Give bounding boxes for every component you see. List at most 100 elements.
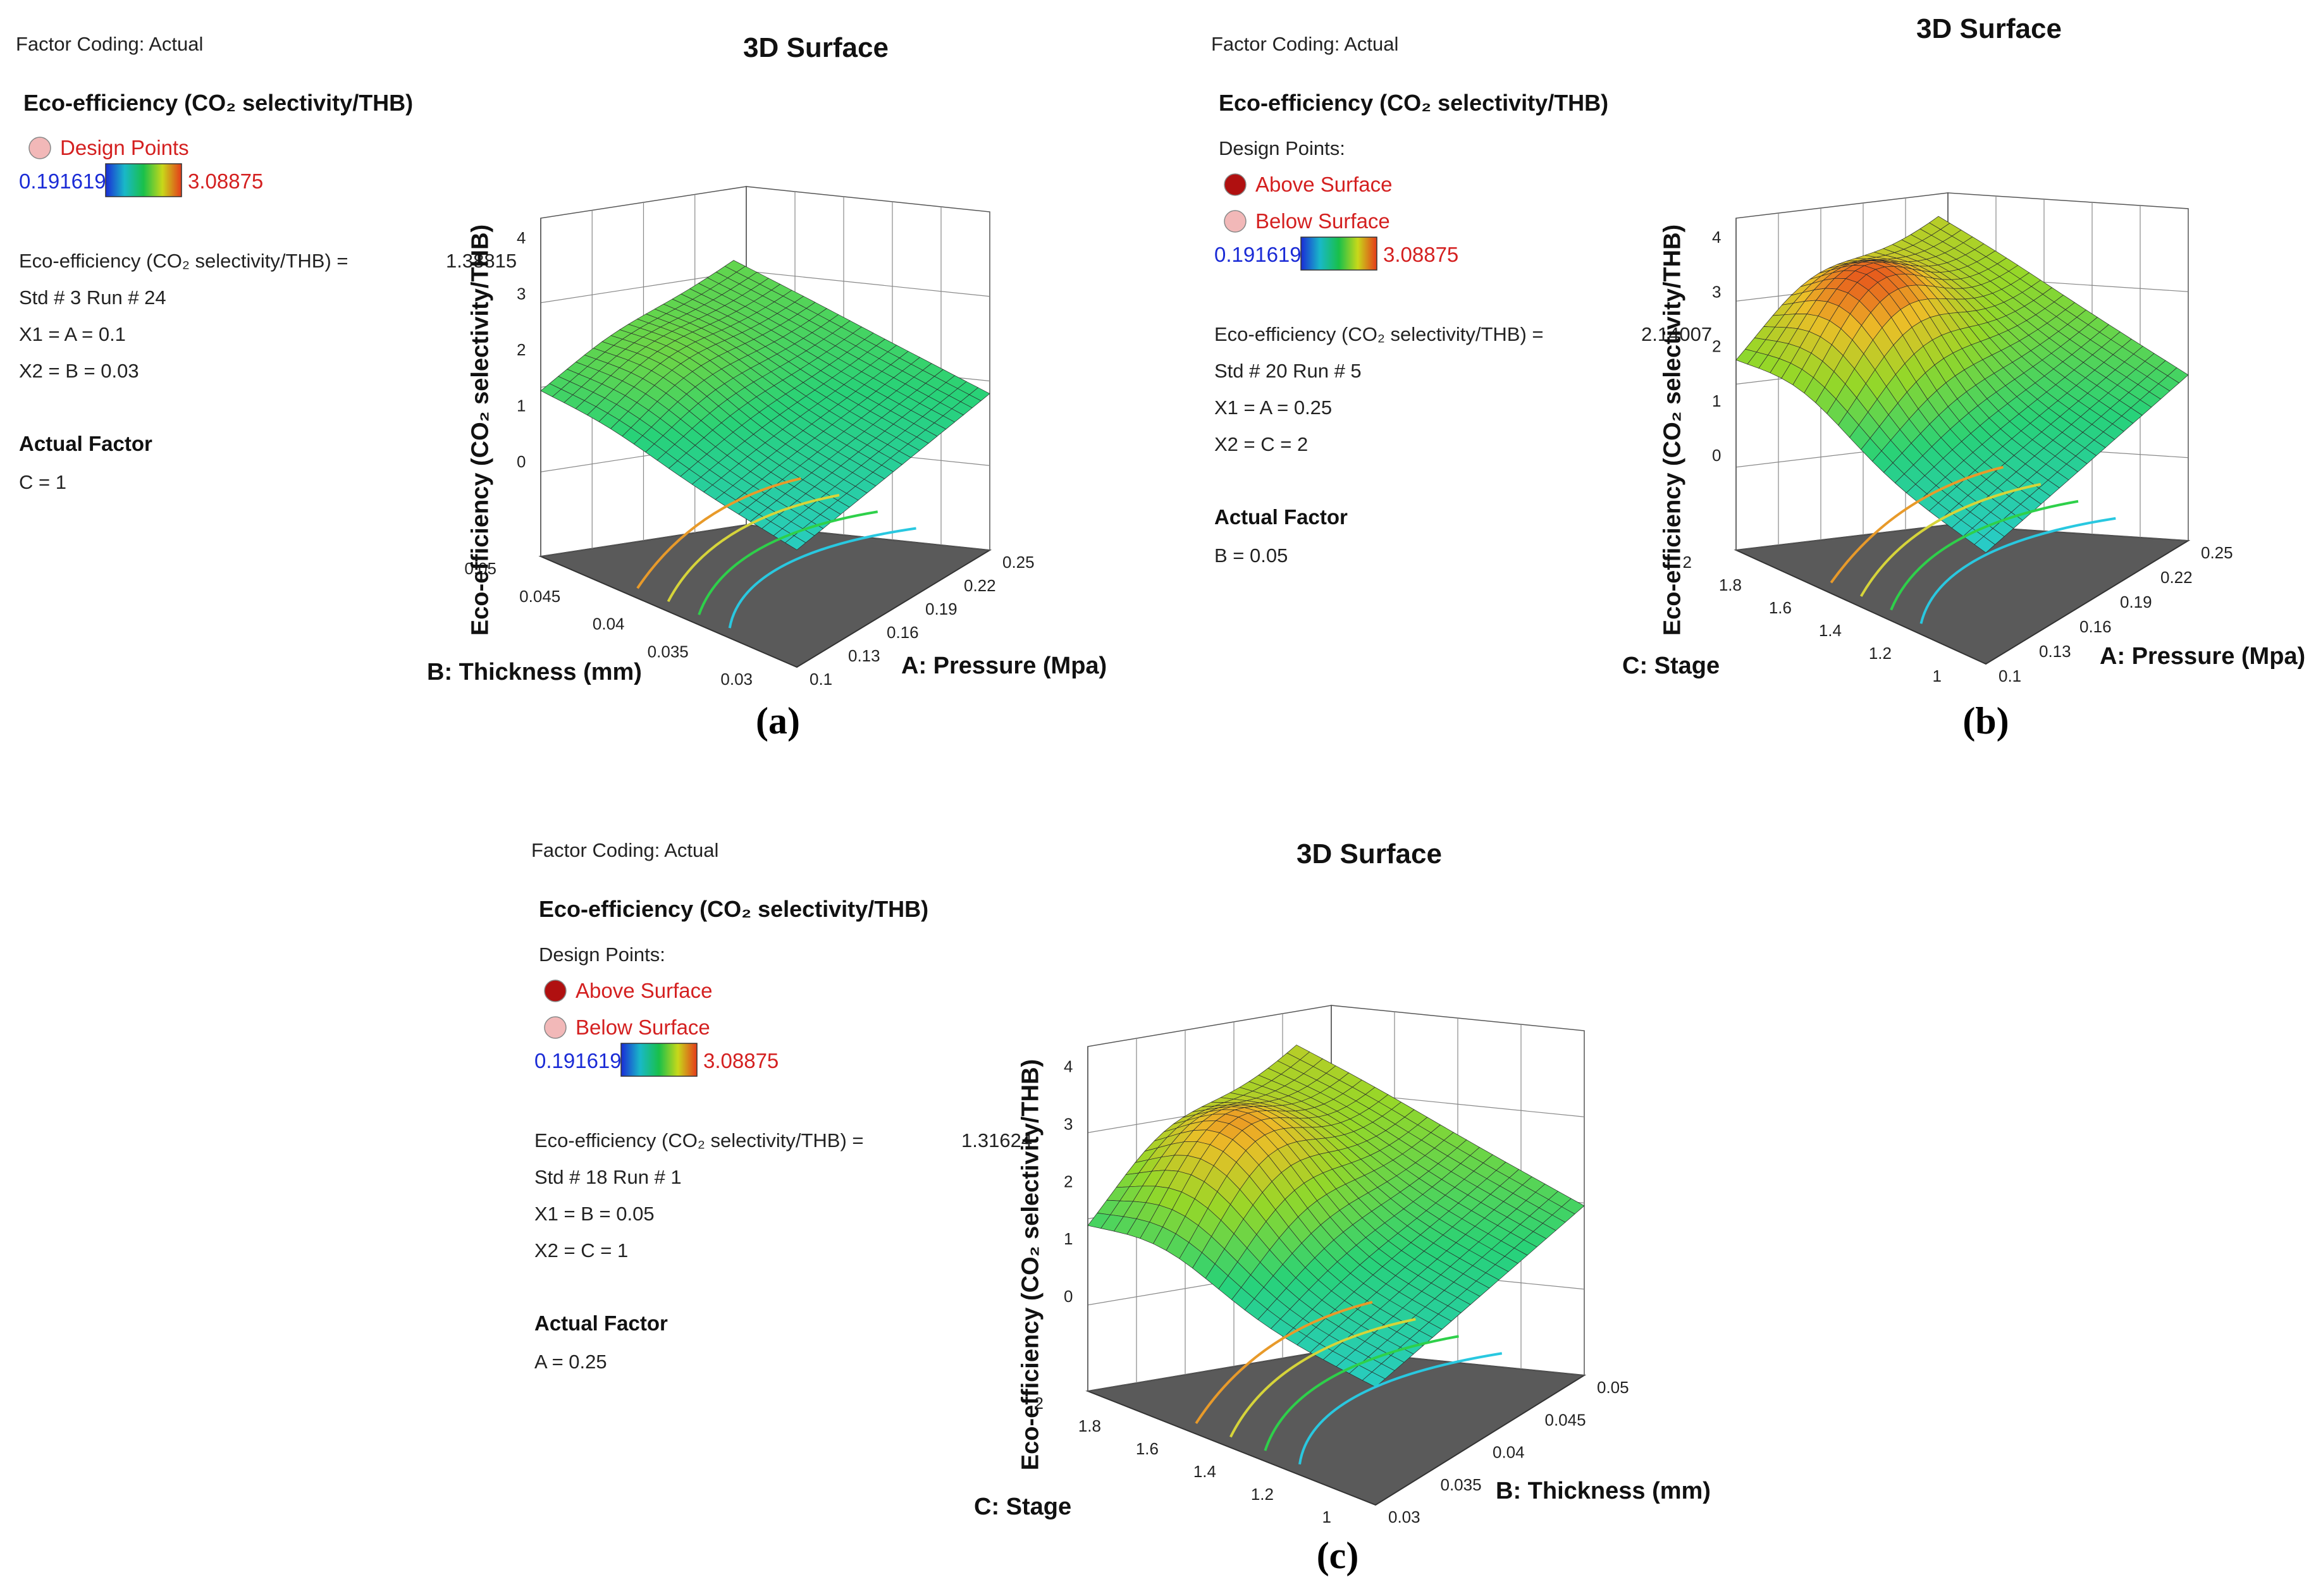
panels-root: Factor Coding: Actual Eco-efficiency (CO₂… (16, 13, 2305, 1576)
contour-line (636, 477, 801, 589)
gradient-min-label: 0.191619 (1214, 243, 1302, 266)
z-tick-label: 0 (1064, 1287, 1073, 1306)
x-tick-label: 0.22 (964, 576, 996, 595)
x-tick-label: 0.045 (1545, 1410, 1586, 1429)
z-axis-title: Eco-efficiency (CO₂ selectivity/THB) (467, 224, 493, 635)
color-gradient-bar (1300, 236, 1377, 271)
above-surface-marker (1224, 173, 1247, 196)
z-tick-label: 1 (1712, 391, 1721, 410)
std-run: Std # 18 Run # 1 (534, 1166, 682, 1188)
y-tick-label: 1.6 (1769, 598, 1792, 617)
actual-factor-value: B = 0.05 (1214, 544, 1288, 567)
legend-item-1: Below Surface (1255, 209, 1390, 233)
actual-factor-value: C = 1 (19, 471, 66, 493)
readout-label: Eco-efficiency (CO₂ selectivity/THB) = (534, 1129, 864, 1151)
x1-value: X1 = A = 0.25 (1214, 396, 1332, 419)
below-surface-marker (544, 1016, 567, 1039)
design-points-header: Design Points: (1219, 137, 1345, 159)
y-tick-label: 0.04 (593, 615, 625, 634)
chart-title: 3D Surface (1916, 13, 2062, 44)
legend-item-1: Below Surface (576, 1016, 710, 1039)
color-gradient-bar (620, 1043, 698, 1077)
surface-cell (784, 535, 806, 551)
y-tick-label: 1 (1933, 666, 1942, 685)
floor-contours (1195, 1301, 1503, 1465)
x2-value: X2 = B = 0.03 (19, 360, 139, 382)
contour-line (1830, 465, 2004, 584)
actual-factor-value: A = 0.25 (534, 1351, 607, 1373)
y-tick-label: 0.03 (720, 670, 753, 689)
panel-label: (a) (756, 700, 800, 742)
factor-coding-label: Factor Coding: Actual (531, 839, 718, 861)
panel-2: Factor Coding: Actual Eco-efficiency (CO₂… (1211, 13, 2305, 742)
contour-line (1859, 482, 2042, 598)
x2-value: X2 = C = 2 (1214, 433, 1308, 455)
readout-label: Eco-efficiency (CO₂ selectivity/THB) = (19, 250, 348, 272)
floor-contours (636, 477, 916, 629)
z-tick-label: 4 (1064, 1057, 1073, 1076)
y-tick-label: 1.2 (1869, 644, 1892, 663)
x-tick-label: 0.05 (1597, 1378, 1629, 1397)
z-tick-label: 0 (1712, 446, 1721, 465)
below-surface-marker (1224, 210, 1247, 233)
factor-coding-label: Factor Coding: Actual (1211, 33, 1398, 55)
x-tick-label: 0.16 (2079, 617, 2112, 636)
response-title: Eco-efficiency (CO₂ selectivity/THB) (1219, 90, 1608, 116)
std-run: Std # 20 Run # 5 (1214, 360, 1362, 382)
above-surface-marker (544, 979, 567, 1002)
legend-item-0: Above Surface (1255, 173, 1392, 196)
x-tick-label: 0.25 (1002, 553, 1035, 572)
x-tick-label: 0.04 (1493, 1443, 1525, 1462)
response-surface (1735, 216, 2189, 553)
y-tick-label: 1.4 (1819, 621, 1842, 640)
contour-line (1229, 1318, 1416, 1438)
x2-value: X2 = C = 1 (534, 1239, 628, 1261)
x-tick-label: 0.035 (1441, 1475, 1482, 1494)
y-tick-label: 0.05 (464, 559, 496, 578)
z-axis-title: Eco-efficiency (CO₂ selectivity/THB) (1659, 224, 1685, 635)
gradient-max-label: 3.08875 (1383, 243, 1458, 266)
x-tick-label: 0.22 (2160, 568, 2193, 587)
y-tick-label: 1.2 (1251, 1485, 1274, 1504)
x-tick-label: 0.19 (925, 599, 958, 618)
readout-value: 2.14007 (1641, 323, 1712, 345)
gradient-max-label: 3.08875 (188, 169, 263, 193)
color-gradient-bar (105, 163, 182, 197)
z-axis-title: Eco-efficiency (CO₂ selectivity/THB) (1017, 1059, 1044, 1470)
response-surface (1087, 1045, 1585, 1388)
y-tick-label: 1.8 (1078, 1416, 1101, 1435)
y-tick-label: 1 (1322, 1507, 1331, 1526)
legend-item-0: Above Surface (576, 979, 712, 1002)
y-tick-label: 2 (1035, 1394, 1044, 1413)
contour-line (1890, 500, 2079, 611)
floor-contours (1830, 465, 2116, 624)
x-tick-label: 0.25 (2201, 543, 2233, 562)
response-title: Eco-efficiency (CO₂ selectivity/THB) (539, 896, 928, 922)
panel-label: (b) (1962, 700, 2009, 742)
factor-coding-label: Factor Coding: Actual (16, 33, 203, 55)
x-tick-label: 0.03 (1388, 1507, 1420, 1526)
surface-cell (1974, 536, 1996, 553)
z-tick-label: 2 (517, 340, 526, 359)
x-axis-title: A: Pressure (Mpa) (2100, 643, 2305, 670)
x1-value: X1 = B = 0.05 (534, 1203, 655, 1225)
z-tick-label: 0 (517, 452, 526, 471)
gradient-min-label: 0.191619 (19, 169, 106, 193)
contour-line (698, 510, 878, 615)
contour-line (1919, 517, 2116, 624)
x-tick-label: 0.19 (2120, 592, 2152, 611)
x-tick-label: 0.1 (1999, 666, 2021, 685)
readout-label: Eco-efficiency (CO₂ selectivity/THB) = (1214, 323, 1544, 345)
y-tick-label: 1.8 (1719, 575, 1742, 594)
z-tick-label: 4 (517, 228, 526, 247)
y-tick-label: 1.4 (1193, 1462, 1216, 1481)
chart-title: 3D Surface (743, 32, 889, 63)
below-surface-marker (28, 137, 51, 159)
design-points-header: Design Points: (539, 943, 665, 966)
contour-line (667, 494, 840, 603)
panel-1: Factor Coding: Actual Eco-efficiency (CO₂… (16, 32, 1107, 742)
x-axis-title: B: Thickness (mm) (1496, 1478, 1711, 1504)
x-axis-title: A: Pressure (Mpa) (901, 653, 1107, 679)
z-tick-label: 3 (517, 284, 526, 303)
actual-factor-title: Actual Factor (534, 1311, 668, 1335)
